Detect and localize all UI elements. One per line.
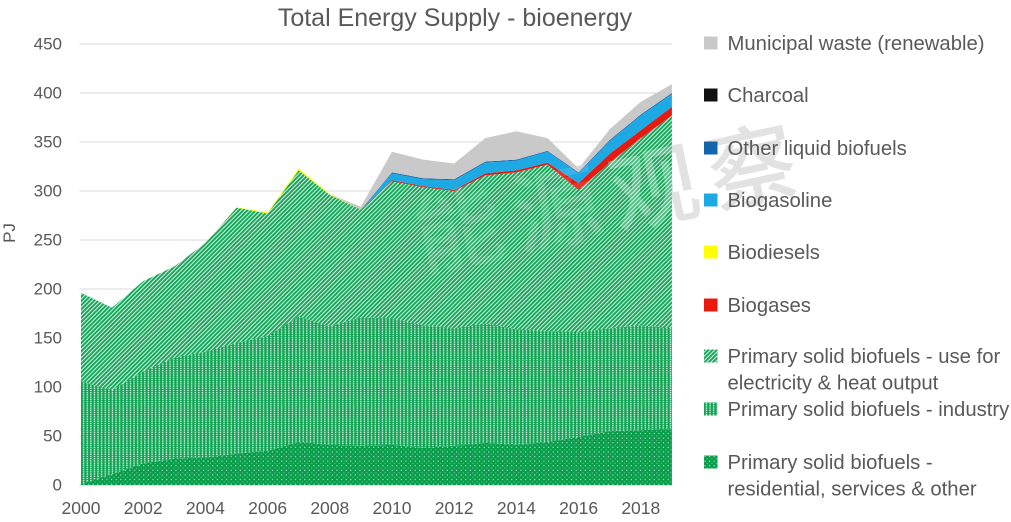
svg-text:0: 0 xyxy=(53,476,62,495)
svg-text:2006: 2006 xyxy=(248,498,287,518)
svg-text:50: 50 xyxy=(43,427,62,446)
svg-text:Biogasoline: Biogasoline xyxy=(728,190,833,212)
svg-text:2018: 2018 xyxy=(621,498,660,518)
svg-text:Municipal waste (renewable): Municipal waste (renewable) xyxy=(728,33,985,55)
svg-text:200: 200 xyxy=(34,280,62,299)
svg-text:electricity & heat output: electricity & heat output xyxy=(728,373,939,395)
svg-text:2010: 2010 xyxy=(373,498,412,518)
svg-text:Charcoal: Charcoal xyxy=(728,85,809,107)
svg-text:Other liquid biofuels: Other liquid biofuels xyxy=(728,138,907,160)
svg-text:2004: 2004 xyxy=(186,498,225,518)
svg-text:PJ: PJ xyxy=(0,223,19,243)
svg-text:300: 300 xyxy=(34,182,62,201)
svg-text:2002: 2002 xyxy=(124,498,163,518)
svg-text:2008: 2008 xyxy=(310,498,349,518)
svg-text:2014: 2014 xyxy=(497,498,536,518)
svg-text:350: 350 xyxy=(34,133,62,152)
svg-text:Primary solid biofuels - indus: Primary solid biofuels - industry xyxy=(728,399,1011,421)
svg-text:400: 400 xyxy=(34,84,62,103)
svg-text:Total Energy Supply - bioenerg: Total Energy Supply - bioenergy xyxy=(278,4,633,32)
svg-text:250: 250 xyxy=(34,231,62,250)
svg-text:Biogases: Biogases xyxy=(728,295,811,317)
svg-text:2000: 2000 xyxy=(62,498,101,518)
svg-text:450: 450 xyxy=(34,35,62,54)
svg-text:residential, services & other: residential, services & other xyxy=(728,479,977,501)
svg-text:2016: 2016 xyxy=(559,498,598,518)
svg-text:2012: 2012 xyxy=(435,498,474,518)
svg-text:Primary solid biofuels -: Primary solid biofuels - xyxy=(728,452,933,474)
svg-text:Primary solid biofuels - use f: Primary solid biofuels - use for xyxy=(728,346,1001,368)
svg-text:Biodiesels: Biodiesels xyxy=(728,242,820,264)
svg-text:150: 150 xyxy=(34,329,62,348)
svg-text:100: 100 xyxy=(34,378,62,397)
